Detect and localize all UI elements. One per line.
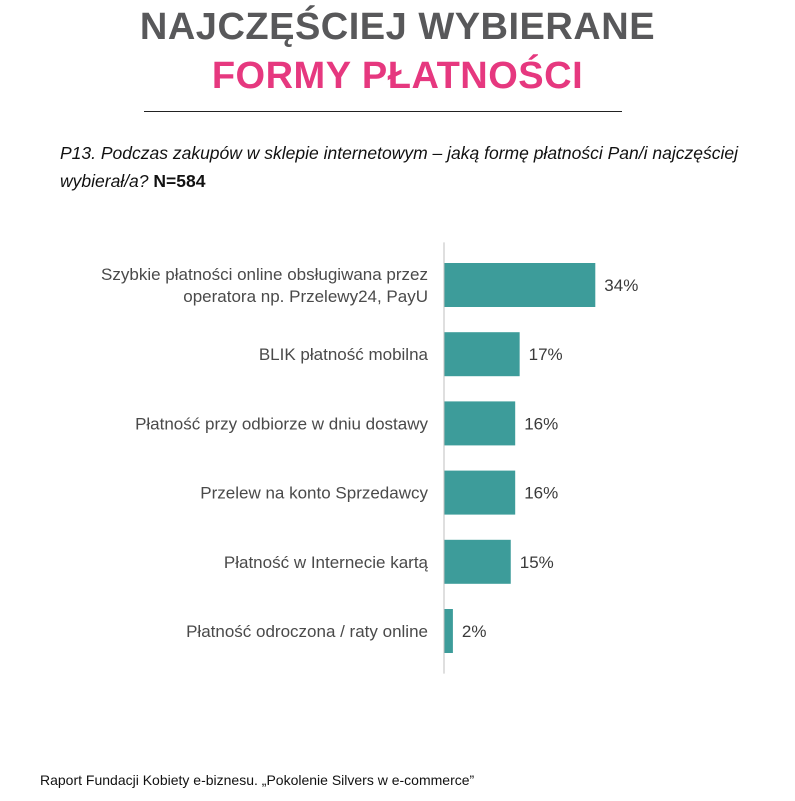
category-label-4: Płatność w Internecie kartą bbox=[224, 553, 429, 572]
bar-0 bbox=[444, 263, 596, 307]
value-label-0: 34% bbox=[604, 276, 638, 295]
survey-question: P13. Podczas zakupów w sklepie interneto… bbox=[60, 139, 780, 195]
category-label-3: Przelew na konto Sprzedawcy bbox=[200, 484, 428, 503]
value-label-1: 17% bbox=[529, 345, 563, 364]
bar-5 bbox=[444, 609, 453, 653]
value-label-3: 16% bbox=[524, 484, 558, 503]
category-label-2: Płatność przy odbiorze w dniu dostawy bbox=[135, 414, 428, 433]
value-label-4: 15% bbox=[520, 553, 554, 572]
page-title-line1: NAJCZĘŚCIEJ WYBIERANE bbox=[139, 6, 656, 48]
bar-3 bbox=[444, 470, 516, 515]
bar-1 bbox=[444, 332, 520, 377]
title-divider bbox=[144, 111, 622, 112]
question-text: P13. Podczas zakupów w sklepie interneto… bbox=[60, 143, 738, 191]
value-label-5: 2% bbox=[462, 622, 487, 641]
category-label-0-line-1: operatora np. Przelewy24, PayU bbox=[183, 287, 428, 306]
bar-4 bbox=[444, 539, 511, 584]
bar-2 bbox=[444, 401, 516, 446]
category-label-0-line-0: Szybkie płatności online obsługiwana prz… bbox=[101, 265, 428, 284]
category-label-1: BLIK płatność mobilna bbox=[259, 345, 429, 364]
value-label-2: 16% bbox=[524, 414, 558, 433]
sample-size: N=584 bbox=[153, 171, 206, 191]
category-label-5: Płatność odroczona / raty online bbox=[186, 622, 428, 641]
page-title-line2: FORMY PŁATNOŚCI bbox=[211, 55, 584, 97]
source-footer: Raport Fundacji Kobiety e-biznesu. „Poko… bbox=[40, 772, 475, 788]
